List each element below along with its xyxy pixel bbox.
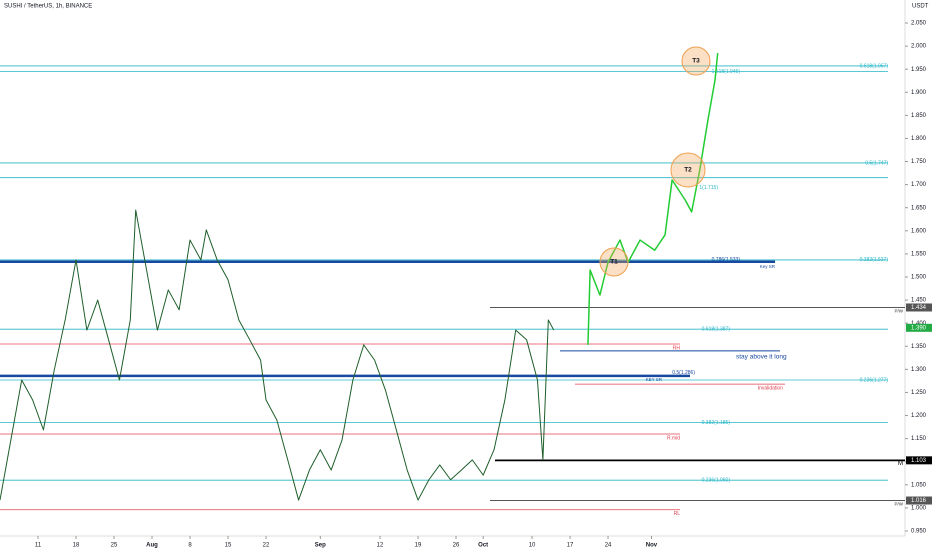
price-line <box>0 209 555 501</box>
level-note: Key SR <box>760 264 776 269</box>
chart-title: SUSHI / TetherUS, 1h, BINANCE <box>4 4 92 10</box>
x-tick-label: 11 <box>35 543 42 549</box>
level-note: P/W <box>895 502 904 507</box>
level-label: 1(1.715) <box>699 185 718 191</box>
target-label: T1 <box>610 259 618 266</box>
x-tick-label: Oct <box>478 543 488 549</box>
target-label: T2 <box>684 167 692 174</box>
y-tick-label: 1.850 <box>911 113 927 119</box>
y-tick-label: 1.550 <box>911 251 927 257</box>
price-label-box <box>906 496 932 505</box>
x-tick-label: 8 <box>188 543 192 549</box>
y-tick-label: 0.950 <box>911 529 927 535</box>
y-tick-label: 1.600 <box>911 228 927 234</box>
x-tick-label: 26 <box>453 543 460 549</box>
y-tick-label: 1.200 <box>911 413 927 419</box>
x-tick-label: 22 <box>263 543 270 549</box>
level-label: 0.5(1.286) <box>672 370 695 376</box>
price-label-box <box>906 323 932 332</box>
x-tick-label: 15 <box>225 543 232 549</box>
x-tick-label: 25 <box>111 543 118 549</box>
x-tick-label: Aug <box>146 543 158 549</box>
y-tick-label: 1.950 <box>911 67 927 73</box>
y-tick-label: 1.000 <box>911 505 927 511</box>
price-label: 1.390 <box>911 325 927 331</box>
x-tick-label: 10 <box>529 543 536 549</box>
price-label-box <box>906 456 932 465</box>
y-tick-label: 2.050 <box>911 21 927 27</box>
price-label: 1.434 <box>911 305 927 311</box>
price-label: 1.016 <box>911 498 927 504</box>
y-tick-label: 1.500 <box>911 275 927 281</box>
level-label: 0.236(1.060) <box>702 478 731 484</box>
y-unit: USDT <box>912 4 929 10</box>
x-tick-label: 18 <box>73 543 80 549</box>
y-tick-label: 1.400 <box>911 321 927 327</box>
y-tick-label: 1.800 <box>911 136 927 142</box>
level-note: KEY SR <box>646 377 663 382</box>
level-label: 1.618(1.945) <box>712 69 741 75</box>
y-tick-label: 1.300 <box>911 367 927 373</box>
x-tick-label: Sep <box>315 543 326 549</box>
price-label: 1.103 <box>911 458 927 464</box>
y-tick-label: 1.700 <box>911 182 927 188</box>
level-label: 0.5(1.747) <box>865 160 888 166</box>
level-label: 0.618(1.387) <box>702 327 731 333</box>
level-label: M <box>898 461 903 467</box>
price-label-box <box>906 303 932 312</box>
level-note: P/W <box>895 309 904 314</box>
x-tick-label: 19 <box>415 543 422 549</box>
level-label: RH <box>673 345 681 351</box>
x-tick-label: 12 <box>377 543 384 549</box>
y-tick-label: 1.750 <box>911 159 927 165</box>
target-circle <box>681 46 711 76</box>
projection-line <box>587 52 719 345</box>
level-label: Invalidation <box>758 385 784 391</box>
y-tick-label: 1.050 <box>911 482 927 488</box>
target-label: T3 <box>692 58 700 65</box>
x-tick-label: 17 <box>567 543 574 549</box>
x-tick-label: Nov <box>646 543 658 549</box>
y-tick-label: 1.150 <box>911 436 927 442</box>
level-label: R.mid <box>667 435 680 441</box>
level-label: stay above it long <box>736 354 787 361</box>
y-tick-label: 1.450 <box>911 298 927 304</box>
target-circle <box>670 152 706 188</box>
y-tick-label: 2.000 <box>911 44 927 50</box>
level-label: 0.382(1.537) <box>860 257 889 263</box>
y-tick-label: 1.350 <box>911 344 927 350</box>
x-tick-label: 24 <box>605 543 612 549</box>
target-circle <box>599 247 629 277</box>
level-label: RL <box>674 511 681 517</box>
y-tick-label: 1.900 <box>911 90 927 96</box>
level-label: 0.618(1.957) <box>860 63 889 69</box>
level-label: 0.236(1.277) <box>860 377 889 383</box>
y-tick-label: 1.250 <box>911 390 927 396</box>
level-label: 0.382(1.185) <box>702 420 731 426</box>
level-label: 0.786(1.533) <box>712 257 741 263</box>
y-tick-label: 1.650 <box>911 205 927 211</box>
